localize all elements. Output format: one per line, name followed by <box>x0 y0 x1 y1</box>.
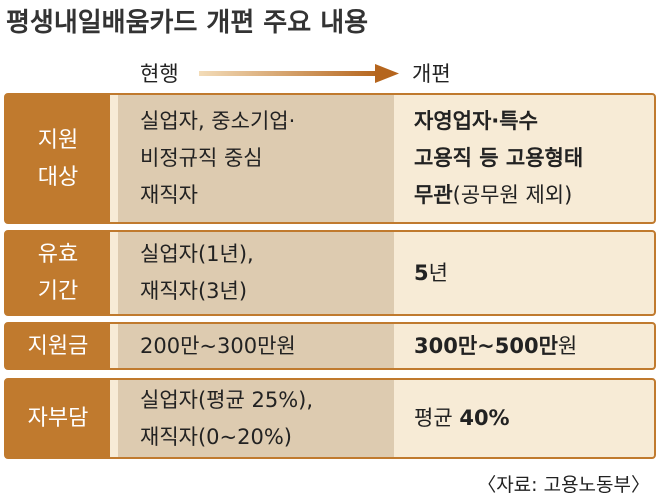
source: 〈자료: 고용노동부〉 <box>477 474 650 496</box>
current-line: 비정규직 중심 <box>140 146 263 170</box>
new-line: 5년 <box>414 255 654 292</box>
header-current: 현행 <box>140 62 179 86</box>
current-cell: 실업자(1년), 재직자(3년) <box>118 232 394 314</box>
label-line: 자부담 <box>27 406 89 431</box>
current-line: 실업자(1년), <box>140 242 254 266</box>
new-line: 300만~500만원 <box>414 328 654 365</box>
current-line: 실업자(평균 25%), <box>140 387 314 412</box>
row-label: 자부담 <box>6 380 110 457</box>
new-text: 5 <box>414 260 429 285</box>
current-cell: 200만~300만원 <box>118 324 394 368</box>
new-line: 고용직 등 고용형태 <box>414 140 654 177</box>
new-line: 무관(공무원 제외) <box>414 177 654 214</box>
table-row: 지원금 200만~300만원 300만~500만원 <box>4 322 656 370</box>
label-line: 지원금 <box>27 333 89 359</box>
row-label: 지원금 <box>6 324 110 368</box>
current-line: 200만~300만원 <box>140 333 296 358</box>
new-text: (공무원 제외) <box>452 183 573 207</box>
label-line: 기간 <box>37 279 79 304</box>
new-cell: 평균 40% <box>394 380 654 457</box>
current-line: 재직자(0~20%) <box>140 424 292 449</box>
header-new: 개편 <box>412 62 451 86</box>
title: 평생내일배움카드 개편 주요 내용 <box>6 8 369 38</box>
current-line: 재직자 <box>140 183 198 207</box>
new-text: 평균 <box>414 406 460 430</box>
current-line: 실업자, 중소기업· <box>140 109 296 133</box>
new-line: 자영업자·특수 <box>414 103 654 140</box>
new-text: 고용직 등 고용형태 <box>414 146 584 170</box>
new-text: 자영업자·특수 <box>414 109 538 133</box>
new-cell: 300만~500만원 <box>394 324 654 368</box>
new-line: 평균 40% <box>414 400 654 437</box>
new-text: 40% <box>459 406 510 430</box>
new-cell: 5년 <box>394 232 654 314</box>
table-row: 자부담 실업자(평균 25%), 재직자(0~20%) 평균 40% <box>4 378 656 459</box>
label-line: 대상 <box>37 164 79 190</box>
new-text: 300만~500만 <box>414 333 558 358</box>
new-text: 원 <box>557 333 578 358</box>
arrow <box>199 64 399 83</box>
new-text: 무관 <box>414 183 453 207</box>
current-line: 재직자(3년) <box>140 279 248 303</box>
new-text: 년 <box>428 260 448 285</box>
label-line: 유효 <box>37 242 79 267</box>
label-line: 지원 <box>37 127 79 153</box>
current-cell: 실업자(평균 25%), 재직자(0~20%) <box>118 380 394 457</box>
